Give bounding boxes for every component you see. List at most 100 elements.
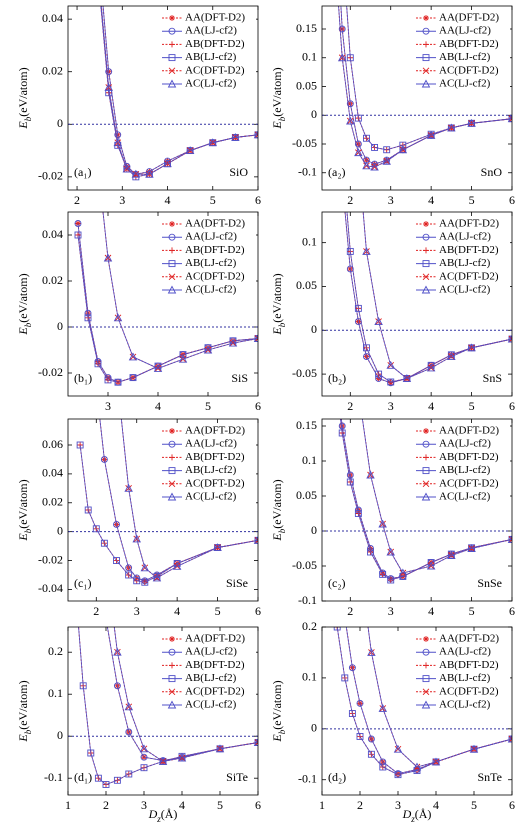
- y-axis-label-part: b: [277, 116, 287, 121]
- marker: [100, 539, 108, 547]
- marker: [402, 374, 412, 382]
- marker: [375, 370, 383, 378]
- marker: [363, 134, 370, 142]
- legend: AA(DFT-D2)AA(LJ-cf2)AB(DFT-D2)AB(LJ-cf2)…: [160, 10, 256, 94]
- marker: [383, 146, 391, 154]
- marker: [114, 378, 122, 386]
- marker: [100, 455, 108, 463]
- marker: [229, 337, 237, 345]
- plot-content: [322, 419, 512, 584]
- marker: [131, 169, 141, 178]
- y-tick-label: -0.05: [292, 366, 317, 380]
- marker: [346, 116, 355, 125]
- panel-label: (c₂): [328, 576, 346, 590]
- legend-label: AC(LJ-cf2): [185, 284, 237, 296]
- panel-label: (b₁): [74, 371, 92, 385]
- legend-label: AB(LJ-cf2): [185, 257, 237, 269]
- x-tick-label: 3: [105, 399, 111, 413]
- plot-content: [322, 6, 512, 171]
- marker: [113, 647, 122, 656]
- marker: [204, 344, 212, 352]
- marker: [337, 53, 347, 62]
- marker: [168, 688, 176, 696]
- x-tick-label: 2: [347, 399, 353, 413]
- marker: [113, 557, 120, 565]
- marker: [362, 246, 371, 255]
- legend-label: AA(DFT-D2): [439, 218, 499, 230]
- marker: [87, 749, 95, 757]
- y-axis-label-part: b: [23, 116, 33, 121]
- y-tick-label: 0: [57, 728, 63, 742]
- marker: [145, 169, 154, 178]
- marker: [125, 564, 133, 572]
- legend-label: AB(LJ-cf2): [185, 672, 237, 684]
- marker: [168, 648, 176, 656]
- marker: [76, 441, 84, 449]
- marker: [168, 480, 176, 488]
- legend: AA(DFT-D2)AA(LJ-cf2)AB(DFT-D2)AB(LJ-cf2)…: [160, 216, 256, 300]
- marker: [374, 317, 383, 325]
- marker: [378, 704, 388, 712]
- marker: [422, 67, 430, 75]
- legend: AA(DFT-D2)AA(LJ-cf2)AB(DFT-D2)AB(LJ-cf2)…: [414, 423, 510, 507]
- legend-label: AA(LJ-cf2): [439, 438, 491, 450]
- marker: [228, 338, 238, 347]
- legend-label: AC(LJ-cf2): [439, 491, 491, 503]
- legend-label: AB(DFT-D2): [439, 244, 499, 256]
- panel-label: (c₁): [74, 576, 92, 590]
- y-axis-label: Eb(eV/atom): [16, 273, 33, 335]
- marker: [215, 744, 225, 753]
- marker: [422, 648, 430, 656]
- x-tick-label: 5: [215, 604, 221, 618]
- marker: [172, 561, 182, 570]
- y-tick-label: 0.02: [42, 63, 63, 77]
- y-axis-label-part: (eV/atom): [270, 680, 284, 729]
- y-axis-label-part: (eV/atom): [16, 273, 30, 322]
- x-axis-label-part: (Å): [415, 807, 432, 821]
- plot-content: [68, 212, 258, 386]
- marker: [378, 519, 387, 528]
- marker: [422, 440, 430, 448]
- marker: [412, 762, 422, 771]
- legend-label: AA(DFT-D2): [185, 425, 245, 437]
- axes-frame: [321, 418, 513, 602]
- y-tick-label: -0.1: [44, 770, 63, 784]
- marker: [84, 314, 92, 322]
- axes-frame: [67, 5, 259, 191]
- marker: [125, 728, 133, 736]
- legend-label: AB(LJ-cf2): [439, 672, 491, 684]
- x-axis-label-part: z: [156, 814, 161, 824]
- marker: [422, 480, 430, 488]
- marker: [74, 231, 82, 239]
- legend-label: AB(LJ-cf2): [185, 464, 237, 476]
- x-tick-label: 2: [357, 798, 363, 812]
- panel: -0.1 -0.05 0 0.05 0.1 0.15 2 3 4 5 6 Eb(eV/atom) AA(…: [270, 5, 515, 207]
- y-axis-label-part: (eV/atom): [270, 273, 284, 322]
- marker: [168, 260, 176, 268]
- legend-label: AC(LJ-cf2): [185, 78, 237, 90]
- marker: [447, 551, 456, 559]
- marker: [94, 360, 102, 368]
- marker: [421, 700, 431, 709]
- x-tick-label: 6: [255, 798, 261, 812]
- x-tick-label: 5: [469, 604, 475, 618]
- legend-label: AC(DFT-D2): [185, 64, 245, 76]
- marker: [169, 247, 175, 254]
- marker: [152, 573, 162, 582]
- marker: [507, 114, 512, 123]
- marker: [169, 636, 175, 642]
- marker: [103, 253, 113, 262]
- marker: [423, 454, 429, 461]
- marker: [253, 334, 258, 342]
- marker: [140, 753, 148, 761]
- legend-label: AC(LJ-cf2): [439, 699, 491, 711]
- y-axis-label-part: b: [277, 729, 287, 734]
- marker: [362, 161, 371, 170]
- panel-label: (b₂): [328, 371, 346, 385]
- legend-label: AA(LJ-cf2): [439, 646, 491, 658]
- marker: [140, 764, 148, 772]
- marker: [253, 738, 258, 746]
- x-tick-label: 5: [210, 193, 216, 207]
- x-tick-label: 6: [509, 193, 515, 207]
- y-tick-label: 0.1: [302, 234, 317, 248]
